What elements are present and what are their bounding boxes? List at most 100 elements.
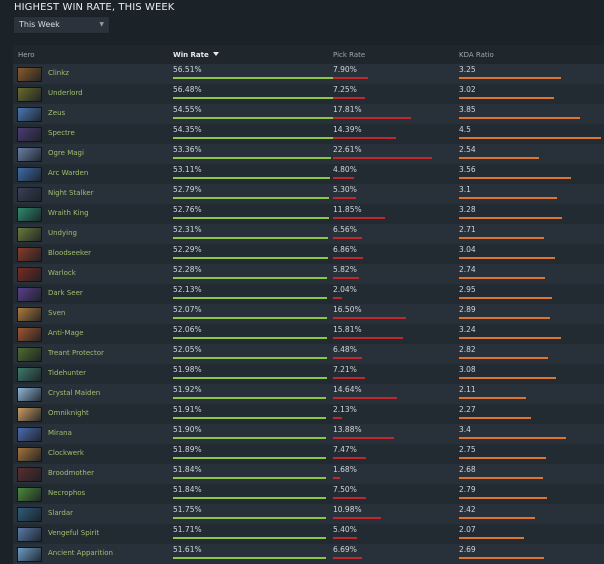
hero-name-link[interactable]: Necrophos xyxy=(48,489,86,497)
hero-name-link[interactable]: Vengeful Spirit xyxy=(48,529,100,537)
hero-portrait-icon[interactable] xyxy=(17,287,42,302)
header-win-rate[interactable]: Win Rate xyxy=(173,51,219,59)
hero-name-link[interactable]: Night Stalker xyxy=(48,189,94,197)
hero-portrait-icon[interactable] xyxy=(17,307,42,322)
hero-portrait-icon[interactable] xyxy=(17,187,42,202)
table-row[interactable]: Underlord 56.48% 7.25% 3.02 xyxy=(13,84,604,104)
hero-name-link[interactable]: Treant Protector xyxy=(48,349,104,357)
table-row[interactable]: Zeus 54.55% 17.81% 3.85 xyxy=(13,104,604,124)
table-row[interactable]: Sven 52.07% 16.50% 2.89 xyxy=(13,304,604,324)
hero-portrait-icon[interactable] xyxy=(17,407,42,422)
hero-name-link[interactable]: Broodmother xyxy=(48,469,95,477)
hero-portrait-icon[interactable] xyxy=(17,147,42,162)
pick-value: 7.21% xyxy=(333,365,357,374)
hero-name-link[interactable]: Spectre xyxy=(48,129,75,137)
hero-portrait-icon[interactable] xyxy=(17,527,42,542)
hero-portrait-icon[interactable] xyxy=(17,227,42,242)
hero-portrait-icon[interactable] xyxy=(17,487,42,502)
pick-value: 11.85% xyxy=(333,205,362,214)
hero-name-link[interactable]: Wraith King xyxy=(48,209,89,217)
kda-bar xyxy=(459,517,536,519)
win-value: 52.07% xyxy=(173,305,202,314)
kda-bar xyxy=(459,297,552,299)
kda-value: 4.5 xyxy=(459,125,471,134)
hero-portrait-icon[interactable] xyxy=(17,107,42,122)
table-row[interactable]: Ancient Apparition 51.61% 6.69% 2.69 xyxy=(13,544,604,564)
win-value: 51.89% xyxy=(173,445,202,454)
hero-portrait-icon[interactable] xyxy=(17,247,42,262)
hero-portrait-icon[interactable] xyxy=(17,167,42,182)
kda-bar xyxy=(459,357,548,359)
hero-portrait-icon[interactable] xyxy=(17,367,42,382)
hero-name-link[interactable]: Tidehunter xyxy=(48,369,86,377)
hero-portrait-icon[interactable] xyxy=(17,327,42,342)
table-row[interactable]: Vengeful Spirit 51.71% 5.40% 2.07 xyxy=(13,524,604,544)
table-row[interactable]: Ogre Magi 53.36% 22.61% 2.54 xyxy=(13,144,604,164)
hero-name-link[interactable]: Ancient Apparition xyxy=(48,549,113,557)
hero-name-link[interactable]: Crystal Maiden xyxy=(48,389,101,397)
header-kda-ratio[interactable]: KDA Ratio xyxy=(459,51,494,59)
hero-name-link[interactable]: Warlock xyxy=(48,269,76,277)
hero-portrait-icon[interactable] xyxy=(17,87,42,102)
hero-name-link[interactable]: Omniknight xyxy=(48,409,89,417)
table-row[interactable]: Wraith King 52.76% 11.85% 3.28 xyxy=(13,204,604,224)
table-row[interactable]: Broodmother 51.84% 1.68% 2.68 xyxy=(13,464,604,484)
table-row[interactable]: Clockwerk 51.89% 7.47% 2.75 xyxy=(13,444,604,464)
table-row[interactable]: Warlock 52.28% 5.82% 2.74 xyxy=(13,264,604,284)
hero-portrait-icon[interactable] xyxy=(17,347,42,362)
hero-name-link[interactable]: Bloodseeker xyxy=(48,249,92,257)
hero-portrait-icon[interactable] xyxy=(17,427,42,442)
table-row[interactable]: Necrophos 51.84% 7.50% 2.79 xyxy=(13,484,604,504)
hero-portrait-icon[interactable] xyxy=(17,467,42,482)
hero-name-link[interactable]: Underlord xyxy=(48,89,83,97)
pick-value: 5.30% xyxy=(333,185,357,194)
hero-portrait-icon[interactable] xyxy=(17,387,42,402)
table-row[interactable]: Arc Warden 53.11% 4.80% 3.56 xyxy=(13,164,604,184)
hero-portrait-icon[interactable] xyxy=(17,127,42,142)
hero-name-link[interactable]: Clockwerk xyxy=(48,449,84,457)
table-row[interactable]: Anti-Mage 52.06% 15.81% 3.24 xyxy=(13,324,604,344)
kda-value: 2.54 xyxy=(459,145,476,154)
hero-name-link[interactable]: Slardar xyxy=(48,509,74,517)
win-bar xyxy=(173,457,327,459)
table-row[interactable]: Slardar 51.75% 10.98% 2.42 xyxy=(13,504,604,524)
kda-value: 2.79 xyxy=(459,485,476,494)
hero-portrait-icon[interactable] xyxy=(17,267,42,282)
win-bar xyxy=(173,197,329,199)
pick-bar xyxy=(333,397,398,399)
win-value: 51.91% xyxy=(173,405,202,414)
table-row[interactable]: Night Stalker 52.79% 5.30% 3.1 xyxy=(13,184,604,204)
hero-name-link[interactable]: Ogre Magi xyxy=(48,149,84,157)
hero-portrait-icon[interactable] xyxy=(17,447,42,462)
table-row[interactable]: Undying 52.31% 6.56% 2.71 xyxy=(13,224,604,244)
pick-bar xyxy=(333,437,395,439)
hero-name-link[interactable]: Arc Warden xyxy=(48,169,89,177)
hero-name-link[interactable]: Clinkz xyxy=(48,69,69,77)
table-row[interactable]: Crystal Maiden 51.92% 14.64% 2.11 xyxy=(13,384,604,404)
hero-name-link[interactable]: Mirana xyxy=(48,429,72,437)
hero-name-link[interactable]: Sven xyxy=(48,309,66,317)
table-row[interactable]: Tidehunter 51.98% 7.21% 3.08 xyxy=(13,364,604,384)
win-bar xyxy=(173,497,327,499)
header-hero[interactable]: Hero xyxy=(18,51,35,59)
hero-portrait-icon[interactable] xyxy=(17,67,42,82)
hero-portrait-icon[interactable] xyxy=(17,507,42,522)
hero-name-link[interactable]: Undying xyxy=(48,229,77,237)
time-range-dropdown[interactable]: This Week ▼ xyxy=(13,16,110,34)
table-row[interactable]: Omniknight 51.91% 2.13% 2.27 xyxy=(13,404,604,424)
win-bar xyxy=(173,337,327,339)
win-value: 53.36% xyxy=(173,145,202,154)
hero-portrait-icon[interactable] xyxy=(17,547,42,562)
table-row[interactable]: Clinkz 56.51% 7.90% 3.25 xyxy=(13,64,604,84)
table-row[interactable]: Spectre 54.35% 14.39% 4.5 xyxy=(13,124,604,144)
table-row[interactable]: Bloodseeker 52.29% 6.86% 3.04 xyxy=(13,244,604,264)
table-row[interactable]: Treant Protector 52.05% 6.48% 2.82 xyxy=(13,344,604,364)
table-row[interactable]: Mirana 51.90% 13.88% 3.4 xyxy=(13,424,604,444)
hero-portrait-icon[interactable] xyxy=(17,207,42,222)
hero-name-link[interactable]: Anti-Mage xyxy=(48,329,84,337)
hero-name-link[interactable]: Zeus xyxy=(48,109,66,117)
table-row[interactable]: Dark Seer 52.13% 2.04% 2.95 xyxy=(13,284,604,304)
header-pick-rate[interactable]: Pick Rate xyxy=(333,51,366,59)
kda-value: 2.69 xyxy=(459,545,476,554)
hero-name-link[interactable]: Dark Seer xyxy=(48,289,83,297)
